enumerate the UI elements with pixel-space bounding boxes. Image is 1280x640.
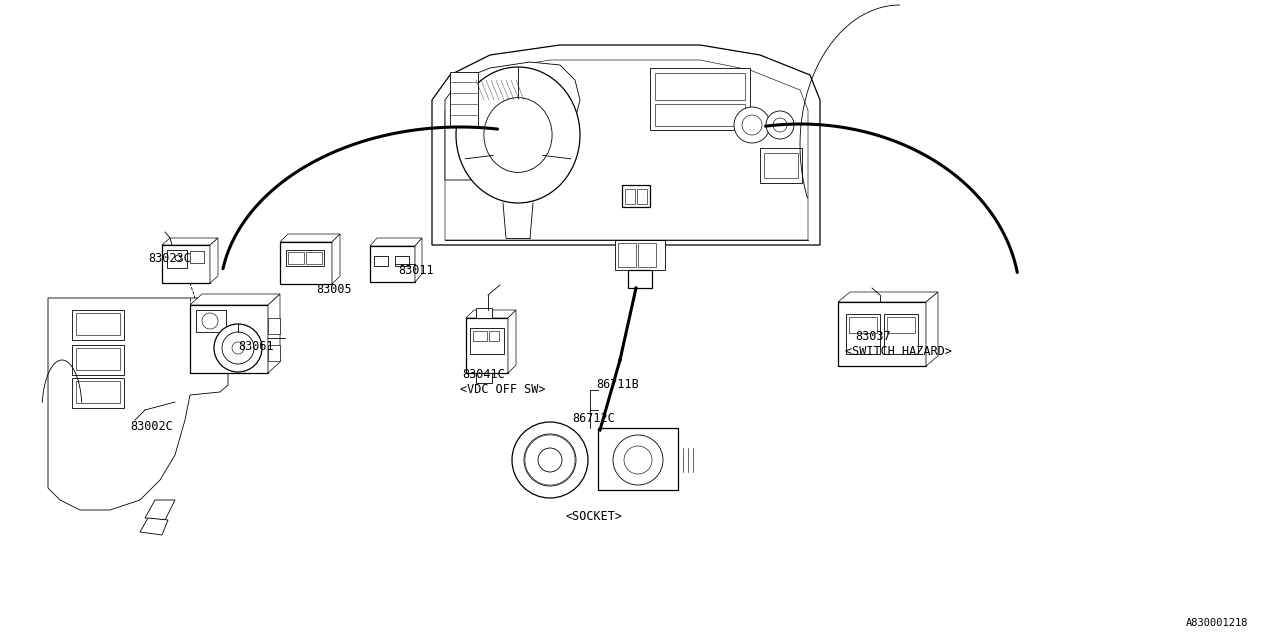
Text: 83011: 83011 [398, 264, 434, 277]
Bar [306, 252, 323, 264]
Bar [476, 308, 492, 318]
Bar [622, 185, 650, 207]
Bar [838, 302, 925, 366]
Polygon shape [268, 294, 280, 373]
Polygon shape [433, 45, 820, 245]
Bar [655, 104, 745, 126]
Text: 83002C: 83002C [131, 420, 173, 433]
Bar [849, 317, 877, 333]
Bar [476, 373, 492, 383]
Text: 86712C: 86712C [572, 412, 614, 425]
Circle shape [214, 324, 262, 372]
Bar [72, 310, 124, 340]
Text: 83037: 83037 [855, 330, 891, 343]
Circle shape [221, 332, 253, 364]
Bar [760, 148, 803, 183]
Polygon shape [838, 292, 938, 302]
Polygon shape [210, 238, 218, 283]
Bar [76, 381, 120, 403]
Ellipse shape [456, 67, 580, 203]
Bar [598, 428, 678, 490]
Text: 83061: 83061 [238, 340, 274, 353]
Bar [625, 189, 635, 204]
Text: 83041C: 83041C [462, 368, 504, 381]
Polygon shape [189, 294, 280, 305]
Bar [280, 242, 332, 284]
Polygon shape [49, 298, 228, 510]
Text: <SWITCH HAZARD>: <SWITCH HAZARD> [845, 345, 952, 358]
Circle shape [613, 435, 663, 485]
Bar [189, 305, 268, 373]
Bar [76, 348, 120, 370]
Polygon shape [508, 310, 516, 373]
Circle shape [773, 118, 787, 132]
Bar [655, 73, 745, 100]
Bar [470, 328, 504, 354]
Circle shape [512, 422, 588, 498]
Bar [166, 250, 187, 268]
Ellipse shape [484, 97, 552, 172]
Bar [474, 331, 486, 341]
Circle shape [733, 107, 771, 143]
Text: 83005: 83005 [316, 283, 352, 296]
Bar [846, 314, 881, 354]
Bar [72, 378, 124, 408]
Polygon shape [445, 60, 808, 240]
Polygon shape [145, 500, 175, 520]
Text: <SOCKET>: <SOCKET> [566, 510, 623, 523]
Bar [614, 240, 666, 270]
Circle shape [202, 313, 218, 329]
Polygon shape [925, 292, 938, 366]
Bar [72, 345, 124, 375]
Bar [396, 256, 410, 266]
Polygon shape [370, 238, 422, 246]
Circle shape [742, 115, 762, 135]
Text: A830001218: A830001218 [1185, 618, 1248, 628]
Bar [650, 68, 750, 130]
Text: 83023C: 83023C [148, 252, 191, 265]
Bar [268, 345, 280, 361]
Bar [887, 317, 915, 333]
Bar [374, 256, 388, 266]
Bar [884, 314, 918, 354]
Text: <VDC OFF SW>: <VDC OFF SW> [460, 383, 545, 396]
Circle shape [625, 446, 652, 474]
Text: 86711B: 86711B [596, 378, 639, 391]
Bar [288, 252, 305, 264]
Polygon shape [466, 310, 516, 318]
Bar [489, 331, 499, 341]
Polygon shape [163, 238, 218, 245]
Bar [268, 318, 280, 334]
Bar [637, 243, 657, 267]
Bar [618, 243, 636, 267]
Bar [285, 250, 324, 266]
Bar [163, 245, 210, 283]
Bar [76, 313, 120, 335]
Bar [451, 72, 477, 127]
Circle shape [538, 448, 562, 472]
Circle shape [175, 255, 180, 261]
Bar [637, 189, 646, 204]
Circle shape [232, 342, 244, 354]
Circle shape [524, 434, 576, 486]
Bar [466, 318, 508, 373]
Polygon shape [415, 238, 422, 282]
Bar [764, 153, 797, 178]
Polygon shape [140, 518, 168, 535]
Bar [196, 310, 227, 332]
Bar [370, 246, 415, 282]
Polygon shape [280, 234, 340, 242]
Bar [628, 270, 652, 288]
Circle shape [765, 111, 794, 139]
Polygon shape [332, 234, 340, 284]
Bar [189, 251, 204, 263]
Polygon shape [445, 62, 580, 180]
